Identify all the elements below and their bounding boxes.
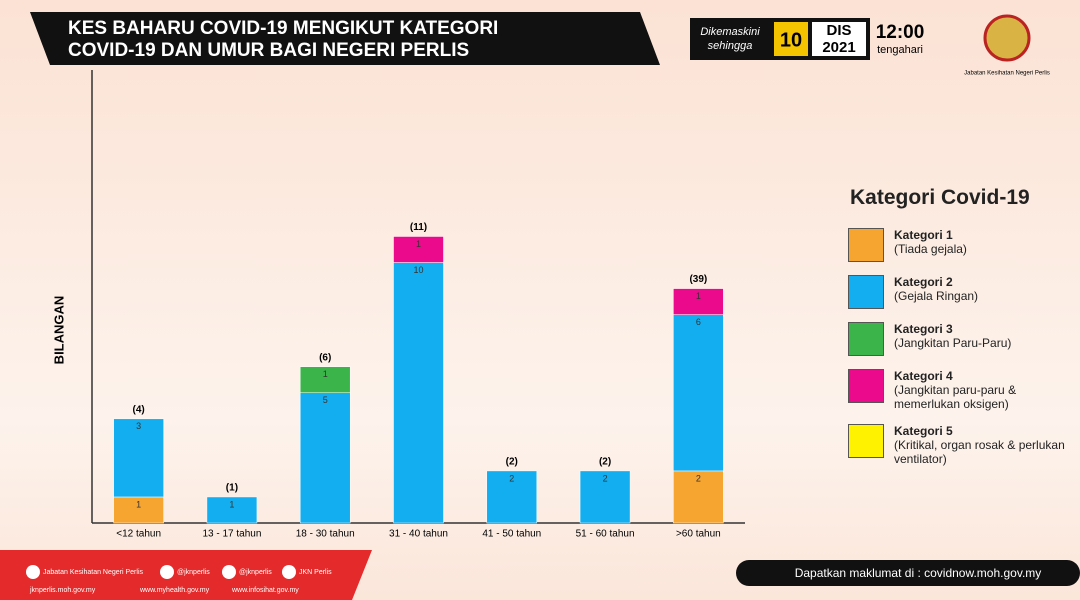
legend-name: Kategori 3: [894, 322, 953, 336]
updated-label: Dikemaskini: [700, 26, 760, 38]
social-icon: [222, 565, 236, 579]
bar-segment: [206, 496, 258, 524]
day-box: [774, 22, 808, 56]
x-tick-label: 13 - 17 tahun: [202, 529, 261, 540]
value-label: 1: [323, 369, 328, 379]
footer-band: [0, 550, 372, 600]
time-note: tengahari: [877, 44, 923, 56]
footer-link: www.myhealth.gov.my: [139, 587, 210, 594]
bar-segment: [393, 236, 444, 263]
bar-segment: [579, 470, 631, 524]
legend-description: (Jangkitan paru-paru & memerlukan oksige…: [894, 383, 1017, 411]
title: KES BAHARU COVID-19 MENGIKUT KATEGORI: [68, 18, 498, 39]
bar-segment: [486, 470, 538, 524]
value-label: 1: [229, 499, 234, 509]
x-tick-label: >60 tahun: [676, 529, 721, 540]
legend-swatch: [848, 369, 884, 403]
legend-item: Kategori 3 (Jangkitan Paru-Paru): [848, 322, 1068, 356]
value-label: 1: [136, 499, 141, 509]
footer-link: jknperlis.moh.gov.my: [29, 587, 96, 594]
total-label: (2): [506, 457, 518, 468]
total-label: (39): [689, 274, 707, 285]
legend: Kategori Covid-19 Kategori 1 (Tiada gejal…: [848, 186, 1068, 479]
value-label: 6: [696, 317, 701, 327]
legend-name: Kategori 5: [894, 424, 953, 438]
total-label: (2): [599, 457, 611, 468]
time: 12:00: [876, 22, 925, 43]
total-label: (11): [410, 222, 427, 233]
value-label: 3: [136, 421, 141, 431]
footer-link: www.infosihat.gov.my: [231, 587, 299, 594]
legend-item: Kategori 5 (Kritikal, organ rosak & perlu…: [848, 424, 1068, 466]
social-icon: [160, 565, 174, 579]
bar-segment: [299, 392, 351, 524]
value-label: 2: [603, 473, 608, 483]
legend-text: Kategori 4 (Jangkitan paru-paru & memerlu…: [894, 369, 1068, 411]
month: DIS: [826, 22, 851, 39]
agency: Jabatan Kesihatan Negeri Perlis: [964, 71, 1050, 77]
x-tick-label: 41 - 50 tahun: [482, 529, 541, 540]
legend-name: Kategori 2: [894, 275, 953, 289]
legend-title: Kategori Covid-19: [850, 186, 1030, 209]
legend-swatch: [848, 275, 884, 309]
bar-segment: [393, 262, 444, 524]
x-tick-label: 18 - 30 tahun: [296, 529, 355, 540]
legend-item: Kategori 2 (Gejala Ringan): [848, 275, 1068, 309]
bar-segment: [113, 418, 164, 498]
title-box: [30, 12, 660, 65]
logo: [983, 14, 1031, 62]
legend-description: (Kritikal, organ rosak & perlukan ventil…: [894, 438, 1065, 466]
bar-segment: [673, 314, 724, 472]
social-handle: Jabatan Kesihatan Negeri Perlis: [43, 569, 144, 576]
legend-item: Kategori 1 (Tiada gejala): [848, 228, 1068, 262]
x-tick-label: <12 tahun: [116, 529, 161, 540]
legend-name: Kategori 4: [894, 369, 953, 383]
total-label: (1): [226, 483, 238, 494]
value-label: 2: [696, 473, 701, 483]
source-box: [736, 560, 1080, 586]
legend-description: (Jangkitan Paru-Paru): [894, 336, 1012, 350]
legend-item: Kategori 4 (Jangkitan paru-paru & memerlu…: [848, 369, 1068, 411]
legend-text: Kategori 2 (Gejala Ringan): [894, 275, 978, 309]
bar-segment: [299, 366, 351, 394]
bar-segment: [673, 288, 724, 315]
social-icon: [26, 565, 40, 579]
title: COVID-19 DAN UMUR BAGI NEGERI PERLIS: [68, 40, 469, 61]
value-label: 2: [509, 473, 514, 483]
legend-text: Kategori 3 (Jangkitan Paru-Paru): [894, 322, 1011, 356]
legend-text: Kategori 5 (Kritikal, organ rosak & perlu…: [894, 424, 1068, 466]
legend-description: (Tiada gejala): [894, 242, 967, 256]
bar-segment: [113, 496, 164, 524]
x-tick-label: 51 - 60 tahun: [576, 529, 635, 540]
value-label: 10: [413, 265, 423, 275]
source: Dapatkan maklumat di : covidnow.moh.gov.…: [795, 566, 1042, 580]
x-tick-label: 31 - 40 tahun: [389, 529, 448, 540]
value-label: 5: [323, 395, 328, 405]
day: 10: [780, 29, 802, 51]
month-box: [812, 22, 866, 56]
bar-segment: [673, 470, 724, 524]
total-label: (4): [133, 404, 145, 415]
social-handle: JKN Perlis: [299, 569, 332, 576]
legend-text: Kategori 1 (Tiada gejala): [894, 228, 967, 262]
year: 2021: [822, 39, 855, 56]
value-label: 1: [696, 291, 701, 301]
legend-swatch: [848, 322, 884, 356]
social-icon: [282, 565, 296, 579]
legend-description: (Gejala Ringan): [894, 289, 979, 303]
updated-label: sehingga: [708, 40, 753, 52]
value-label: 1: [416, 239, 421, 249]
social-handle: @jknperlis: [177, 569, 210, 576]
legend-swatch: [848, 228, 884, 262]
legend-name: Kategori 1: [894, 228, 953, 242]
legend-swatch: [848, 424, 884, 458]
y-axis-label: BILANGAN: [51, 296, 66, 365]
total-label: (6): [319, 352, 331, 363]
social-handle: @jknperlis: [239, 569, 272, 576]
